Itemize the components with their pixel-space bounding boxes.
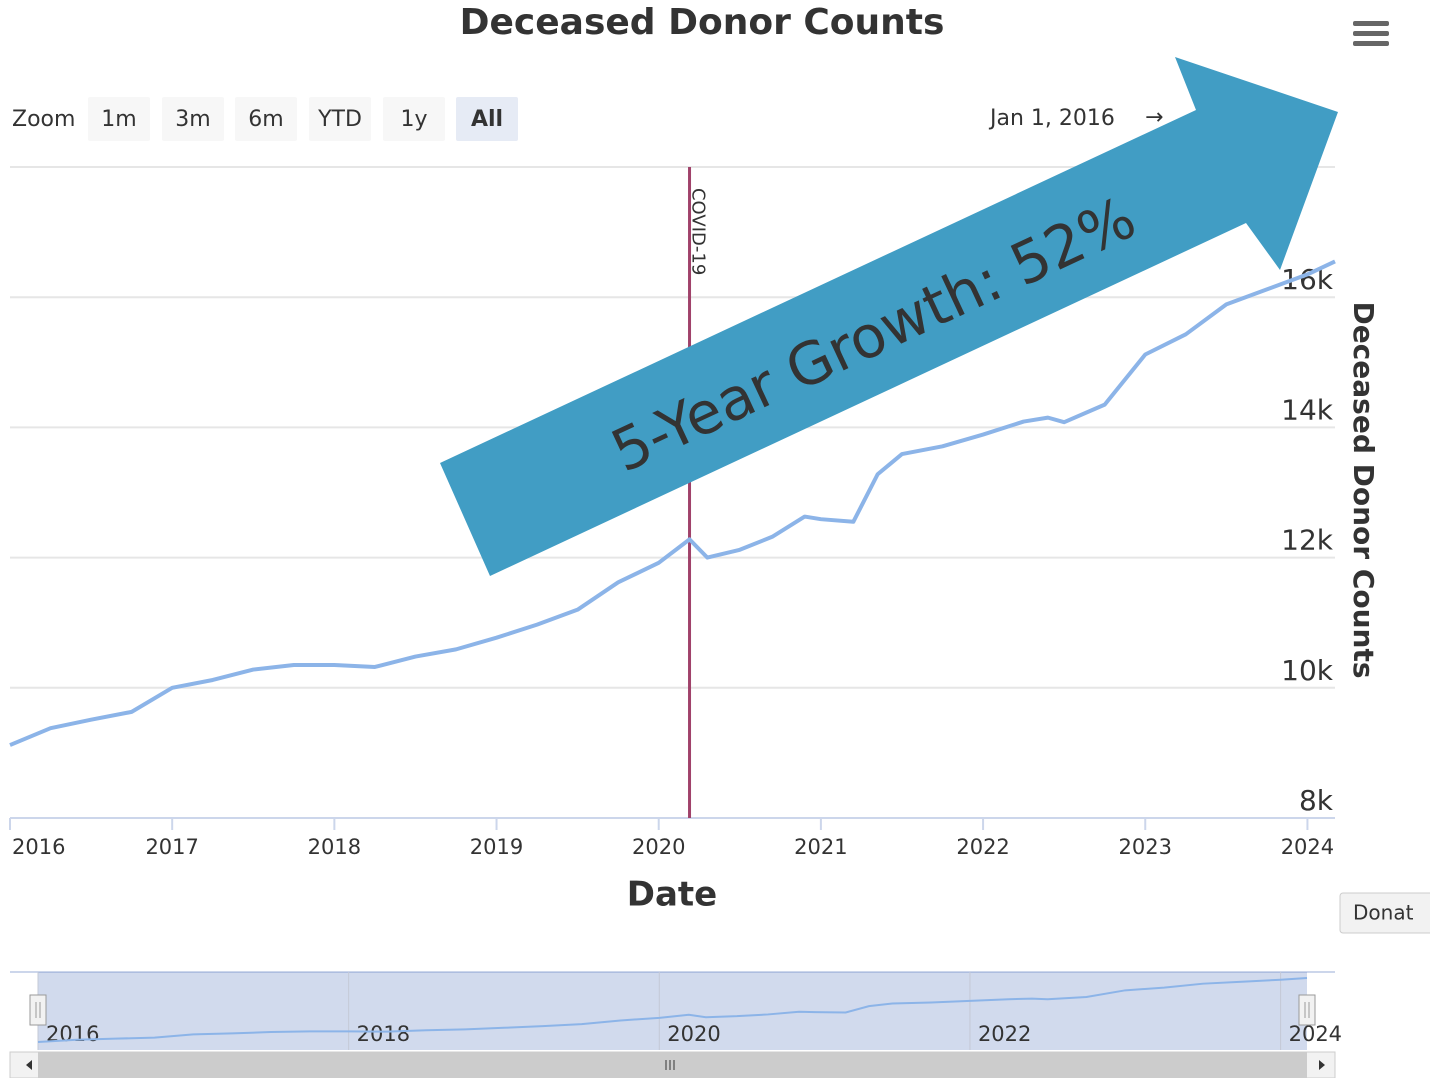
x-tick-label: 2021 xyxy=(794,835,847,859)
x-tick-label: 2022 xyxy=(956,835,1009,859)
navigator-handle[interactable] xyxy=(1298,994,1316,1026)
zoom-button-label[interactable]: All xyxy=(471,107,503,132)
x-tick-label: 2018 xyxy=(308,835,361,859)
navigator-label: 2022 xyxy=(978,1022,1031,1046)
x-tick-label: 2017 xyxy=(145,835,198,859)
navigator-label: 2024 xyxy=(1289,1022,1342,1046)
y-tick-label: 12k xyxy=(1281,524,1334,557)
plot-line-label: COVID-19 xyxy=(688,188,709,275)
x-axis-title: Date xyxy=(627,875,717,915)
x-tick-label: 2023 xyxy=(1119,835,1172,859)
x-tick-label: 2016 xyxy=(12,835,65,859)
menu-bar[interactable] xyxy=(1353,31,1389,36)
zoom-button-label[interactable]: YTD xyxy=(317,107,362,132)
scrollbar-thumb[interactable] xyxy=(38,1052,1307,1078)
annotation-text: 5-Year Growth: 52% xyxy=(601,183,1145,485)
zoom-button-label[interactable]: 1y xyxy=(400,107,427,132)
zoom-button[interactable] xyxy=(456,97,518,141)
zoom-button[interactable] xyxy=(235,97,297,141)
zoom-button-label[interactable]: 1m xyxy=(101,107,136,132)
menu-icon[interactable] xyxy=(1353,21,1389,46)
navigator-label: 2016 xyxy=(46,1022,99,1046)
series-line xyxy=(9,259,1336,747)
navigator-mask xyxy=(38,972,1307,1050)
side-button[interactable] xyxy=(1339,892,1430,934)
y-tick-label: 14k xyxy=(1281,393,1334,426)
side-button-label[interactable]: Donat xyxy=(1353,901,1414,925)
zoom-button[interactable] xyxy=(383,97,445,141)
date-range-from: Jan 1, 2016 xyxy=(988,106,1115,131)
zoom-button[interactable] xyxy=(162,97,224,141)
zoom-button-label[interactable]: 3m xyxy=(175,107,210,132)
date-range-separator: → xyxy=(1145,105,1163,130)
navigator-handle-grip xyxy=(35,1002,41,1018)
zoom-button-label[interactable]: 6m xyxy=(248,107,283,132)
menu-bar[interactable] xyxy=(1353,41,1389,46)
annotation-arrow xyxy=(440,57,1338,576)
navigator-line xyxy=(37,977,1308,1043)
menu-bar[interactable] xyxy=(1353,21,1389,26)
zoom-button[interactable] xyxy=(309,97,371,141)
y-axis-title: Deceased Donor Counts xyxy=(1347,301,1380,678)
x-tick-label: 2020 xyxy=(632,835,685,859)
y-tick-label: 10k xyxy=(1281,654,1334,687)
y-tick-label: 8k xyxy=(1299,784,1334,817)
zoom-button[interactable] xyxy=(88,97,150,141)
scroll-grip xyxy=(665,1060,675,1070)
navigator-label: 2020 xyxy=(667,1022,720,1046)
zoom-label: Zoom xyxy=(12,107,75,132)
navigator-label: 2018 xyxy=(357,1022,410,1046)
navigator-handle-grip xyxy=(1304,1002,1310,1018)
x-tick-label: 2024 xyxy=(1281,835,1334,859)
chart-title: Deceased Donor Counts xyxy=(460,2,945,43)
x-tick-label: 2019 xyxy=(470,835,523,859)
navigator-handle[interactable] xyxy=(29,994,47,1026)
